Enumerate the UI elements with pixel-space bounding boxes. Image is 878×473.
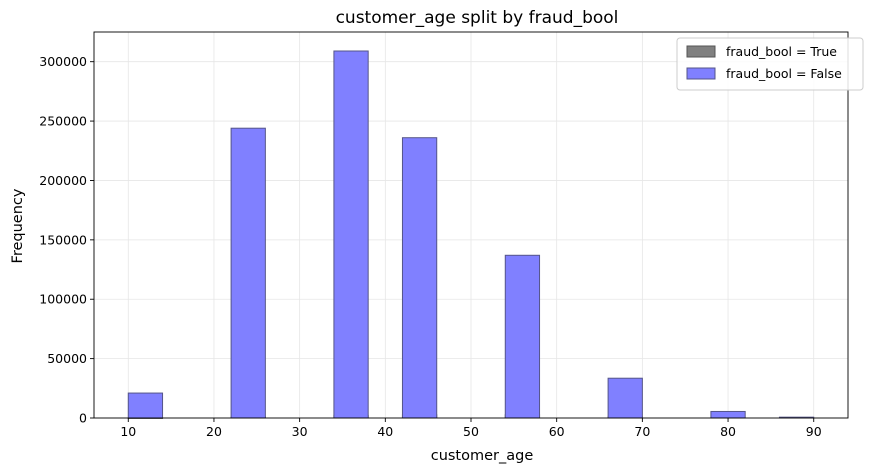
y-axis-ticks: 0 50000 100000 150000 200000 250000 300000 [39, 54, 94, 426]
legend: fraud_bool = True fraud_bool = False [676, 37, 864, 91]
legend-label-true: fraud_bool = True [726, 44, 837, 59]
legend-swatch-false [686, 67, 716, 80]
bar-fraud-false [127, 392, 164, 419]
y-tick-label: 200000 [39, 173, 87, 188]
x-axis-ticks: 10 20 30 40 50 60 70 80 90 [120, 418, 822, 439]
bar-fraud-false [607, 377, 643, 419]
x-axis-label: customer_age [431, 448, 534, 464]
bar-fraud-false [230, 127, 266, 419]
y-tick-label: 150000 [39, 232, 87, 247]
x-tick-label: 10 [120, 424, 136, 439]
y-axis-label: Frequency [10, 188, 26, 263]
x-tick-label: 20 [206, 424, 222, 439]
x-tick-label: 50 [463, 424, 479, 439]
y-tick-label: 50000 [47, 351, 87, 366]
legend-box [676, 37, 864, 91]
chart-title: customer_age split by fraud_bool [336, 8, 619, 28]
y-tick-label: 0 [79, 411, 87, 426]
bar-fraud-false [710, 410, 746, 419]
x-tick-label: 30 [292, 424, 308, 439]
x-tick-label: 90 [806, 424, 822, 439]
x-tick-label: 70 [634, 424, 650, 439]
x-tick-label: 40 [377, 424, 393, 439]
x-tick-label: 80 [720, 424, 736, 439]
bar-fraud-false [401, 137, 438, 419]
y-tick-label: 100000 [39, 292, 87, 307]
legend-label-false: fraud_bool = False [726, 66, 842, 81]
y-tick-label: 300000 [39, 54, 87, 69]
x-tick-label: 60 [549, 424, 565, 439]
legend-swatch-true [686, 45, 716, 58]
bar-fraud-false [333, 50, 369, 419]
bar-fraud-false [504, 254, 541, 419]
y-tick-label: 250000 [39, 114, 87, 129]
